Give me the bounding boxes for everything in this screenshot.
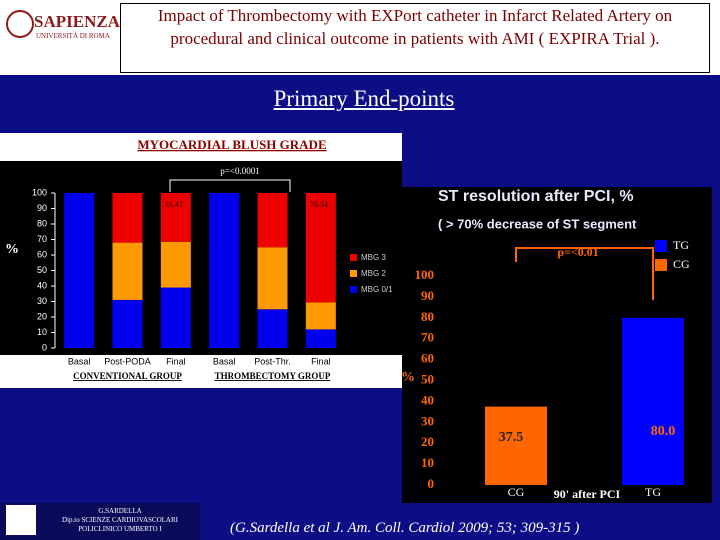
x-tick-label: CG xyxy=(508,485,525,499)
bracket xyxy=(515,247,654,300)
chart-subtitle: ( > 70% decrease of ST segment xyxy=(438,216,637,231)
y-tick-label: 10 xyxy=(421,455,434,470)
credit-icon xyxy=(6,505,36,535)
y-tick-label: 100 xyxy=(415,267,435,282)
legend-label: MBG 3 xyxy=(361,253,386,262)
bar-segment xyxy=(64,193,95,348)
panel-1-footer xyxy=(0,355,402,388)
logo-sub: UNIVERSITÀ DI ROMA xyxy=(36,32,110,40)
credit: G.SARDELLA Dip.to SCIENZE CARDIOVASCOLAR… xyxy=(0,503,200,540)
bar xyxy=(622,317,684,485)
x-axis-label: 90' after PCI xyxy=(554,487,621,501)
bar-segment xyxy=(257,247,288,310)
legend-label: CG xyxy=(673,257,690,271)
y-tick-label: 90 xyxy=(421,288,434,303)
bar-segment xyxy=(112,193,143,243)
legend-label: TG xyxy=(673,238,689,252)
value-label: 80.0 xyxy=(651,424,676,439)
y-tick-label: 50 xyxy=(37,265,47,275)
y-tick-label: 30 xyxy=(421,413,434,428)
chart-title: MYOCARDIAL BLUSH GRADE xyxy=(137,137,326,152)
y-tick-label: 70 xyxy=(37,234,47,244)
y-tick-label: 40 xyxy=(421,392,434,407)
y-tick-label: 30 xyxy=(37,296,47,306)
annotation: p=<0.0001 xyxy=(220,166,259,176)
bar-segment xyxy=(160,193,191,242)
legend-swatch xyxy=(350,254,357,261)
y-tick-label: 20 xyxy=(421,434,434,449)
annotation: p=<0.01 xyxy=(557,245,598,259)
credit-line: POLICLINICO UMBERTO I xyxy=(78,525,162,533)
logo-seal xyxy=(6,10,34,38)
group-label: CONVENTIONAL GROUP xyxy=(73,371,182,381)
group-label: THROMBECTOMY GROUP xyxy=(215,371,331,381)
y-tick-label: 60 xyxy=(421,351,434,366)
bar-segment xyxy=(305,193,336,303)
x-tick-label: Post-PODA xyxy=(104,356,151,366)
bar-segment xyxy=(305,302,336,330)
credit-line: Dip.to SCIENZE CARDIOVASCOLARI xyxy=(62,516,178,524)
y-tick-label: 70 xyxy=(421,330,434,345)
y-tick-label: 20 xyxy=(37,311,47,321)
bar-segment xyxy=(257,309,288,348)
chart-title: ST resolution after PCI, % xyxy=(438,188,634,205)
legend-swatch xyxy=(655,259,667,271)
legend-label: MBG 0/1 xyxy=(361,285,393,294)
bar-segment xyxy=(160,241,191,288)
bar-segment xyxy=(257,193,288,248)
legend-swatch xyxy=(350,270,357,277)
citation: (G.Sardella et al J. Am. Coll. Cardiol 2… xyxy=(230,520,580,536)
x-tick-label: Post-Thr. xyxy=(254,356,291,366)
value-label: 37.5 xyxy=(499,430,524,445)
y-tick-label: 80 xyxy=(37,218,47,228)
x-tick-label: Final xyxy=(311,356,331,366)
y-tick-label: 100 xyxy=(32,187,47,197)
y-tick-label: 90 xyxy=(37,203,47,213)
x-tick-label: Basal xyxy=(68,356,91,366)
bar-segment xyxy=(112,299,143,348)
panel-1-header xyxy=(0,133,402,161)
logo: SAPIENZA UNIVERSITÀ DI ROMA xyxy=(6,6,120,68)
legend-swatch xyxy=(350,286,357,293)
x-tick-label: Basal xyxy=(213,356,236,366)
y-tick-label: 50 xyxy=(421,371,434,386)
y-axis-label: % xyxy=(5,242,19,257)
y-tick-label: 0 xyxy=(42,342,47,352)
bar-segment xyxy=(112,242,143,300)
credit-line: G.SARDELLA xyxy=(98,507,142,515)
y-axis-label: % xyxy=(401,370,415,385)
y-tick-label: 10 xyxy=(37,327,47,337)
slide-subtitle: Primary End-points xyxy=(273,86,455,111)
bar-segment xyxy=(209,193,240,348)
panel-1 xyxy=(0,133,402,388)
value-label: 31.47 xyxy=(165,200,183,209)
bar xyxy=(485,406,547,485)
y-tick-label: 60 xyxy=(37,249,47,259)
legend-swatch xyxy=(655,240,667,252)
bar-segment xyxy=(160,287,191,348)
credit-text: G.SARDELLA Dip.to SCIENZE CARDIOVASCOLAR… xyxy=(40,503,200,534)
y-tick-label: 80 xyxy=(421,309,434,324)
x-tick-label: TG xyxy=(645,485,661,499)
bar-segment xyxy=(305,329,336,348)
value-label: 70.54 xyxy=(310,200,328,209)
slide-title: Impact of Thrombectomy with EXPort cathe… xyxy=(120,3,710,73)
y-tick-label: 0 xyxy=(428,476,435,491)
y-tick-label: 40 xyxy=(37,280,47,290)
bracket xyxy=(169,179,291,192)
legend-label: MBG 2 xyxy=(361,269,386,278)
logo-name: SAPIENZA xyxy=(34,12,120,31)
x-tick-label: Final xyxy=(166,356,186,366)
header: SAPIENZA UNIVERSITÀ DI ROMA Impact of Th… xyxy=(0,0,720,75)
